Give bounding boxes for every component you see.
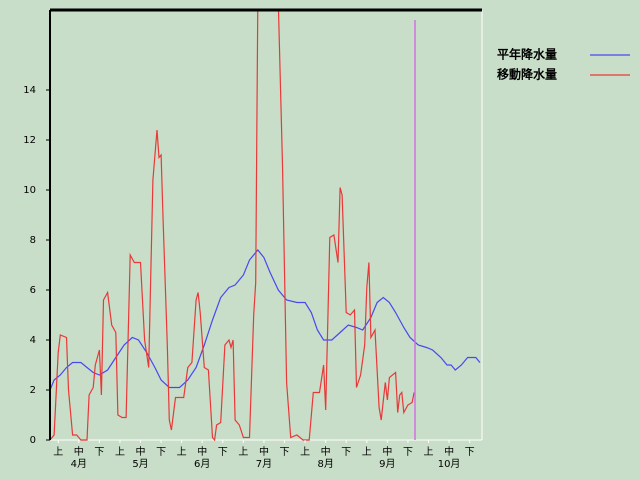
legend-label: 平年降水量 [497, 47, 557, 62]
x-tick-label: 上 [238, 446, 248, 458]
x-tick-label: 上 [424, 446, 434, 458]
x-tick-label: 中 [136, 445, 146, 458]
x-tick-label: 上 [115, 446, 125, 458]
x-tick-label: 上 [177, 446, 187, 458]
x-tick-label: 上 [362, 446, 372, 458]
y-tick-label: 14 [23, 85, 36, 96]
x-tick-label: 中 [259, 445, 269, 458]
y-tick-label: 10 [23, 185, 36, 196]
series-line [50, 249, 481, 391]
y-tick-label: 2 [30, 385, 36, 396]
x-tick-label: 下 [280, 447, 290, 458]
y-tick-label: 6 [30, 285, 36, 296]
x-tick-label: 下 [218, 447, 228, 458]
y-tick-label: 4 [30, 335, 36, 346]
x-tick-label: 中 [382, 445, 392, 458]
x-tick-label: 中 [321, 445, 331, 458]
x-group-label: 8月 [317, 458, 333, 470]
x-tick-label: 下 [465, 447, 475, 458]
x-tick-label: 下 [341, 447, 351, 458]
x-tick-label: 上 [53, 446, 63, 458]
series-line [50, 10, 415, 442]
x-tick-label: 中 [74, 445, 84, 458]
y-tick-label: 8 [30, 235, 36, 246]
x-group-label: 10月 [438, 458, 461, 470]
x-tick-label: 中 [444, 445, 454, 458]
x-tick-label: 下 [403, 447, 413, 458]
legend-label: 移動降水量 [497, 67, 557, 82]
x-tick-label: 上 [300, 446, 310, 458]
x-group-label: 7月 [256, 458, 272, 470]
x-tick-label: 下 [94, 447, 104, 458]
plot-area [50, 10, 481, 442]
y-tick-label: 12 [23, 135, 36, 146]
y-tick-label: 0 [30, 435, 36, 446]
x-group-label: 9月 [379, 458, 395, 470]
x-group-label: 6月 [194, 458, 210, 470]
x-tick-label: 中 [197, 445, 207, 458]
x-group-label: 4月 [71, 458, 87, 470]
x-tick-label: 下 [156, 447, 166, 458]
x-group-label: 5月 [132, 458, 148, 470]
